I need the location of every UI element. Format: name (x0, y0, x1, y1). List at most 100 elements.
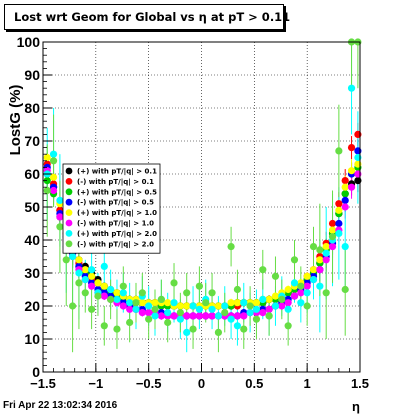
y-tick-label: 50 (24, 199, 40, 215)
y-tick-label: 40 (24, 232, 40, 248)
data-point (233, 299, 242, 307)
data-point (49, 150, 58, 158)
legend-marker (65, 178, 73, 185)
data-point (240, 299, 248, 307)
data-point (170, 312, 178, 320)
data-point (151, 312, 159, 320)
x-tick-label: 1.5 (351, 376, 369, 391)
data-point (240, 312, 248, 320)
data-point (62, 256, 70, 264)
data-point (145, 315, 153, 323)
data-point (341, 190, 349, 198)
chart-title: Lost wrt Geom for Global vs η at pT > 0.… (14, 10, 291, 24)
data-point (259, 295, 267, 303)
data-point (316, 266, 324, 274)
data-point (100, 282, 108, 290)
data-point (246, 309, 254, 317)
data-point (183, 289, 191, 297)
data-point (176, 302, 184, 310)
data-point (328, 233, 337, 241)
data-point (316, 246, 324, 254)
data-point (126, 299, 134, 307)
data-point (170, 299, 178, 307)
data-point (265, 305, 273, 313)
data-point (88, 282, 96, 290)
data-point (335, 200, 343, 208)
data-point (303, 282, 311, 290)
data-point (208, 312, 216, 320)
data-point (189, 312, 197, 320)
data-point (278, 302, 286, 310)
data-point (75, 279, 83, 287)
tick-labels: −1.5 −1 −0.5 0 0.5 1 1.5 0 10 20 30 40 50 60 70 80 90 100 (17, 34, 369, 391)
legend-marker (65, 198, 73, 206)
data-point (328, 219, 337, 228)
x-tick-label: −1 (88, 376, 103, 391)
data-point (233, 312, 242, 320)
data-point (341, 203, 349, 211)
data-point (132, 305, 140, 313)
data-point (100, 262, 108, 270)
data-point (335, 147, 343, 155)
y-tick-label: 10 (24, 331, 40, 347)
data-point (56, 223, 64, 231)
data-point (49, 186, 58, 195)
data-point (170, 279, 178, 287)
legend-label: (-) with pT/|q| > 0.5 (77, 199, 154, 208)
data-point (252, 299, 261, 307)
data-point (278, 295, 286, 303)
data-point (335, 219, 343, 228)
data-point (164, 299, 172, 307)
data-point (68, 302, 77, 310)
legend-marker (65, 240, 73, 248)
data-point (347, 144, 356, 152)
data-point (138, 289, 146, 297)
data-point (49, 173, 58, 181)
data-point (335, 229, 343, 237)
data-point (221, 309, 229, 317)
data-point (138, 309, 146, 317)
data-point (284, 322, 292, 330)
data-points (43, 38, 362, 336)
data-point (183, 328, 191, 336)
data-point (145, 309, 153, 317)
data-point (246, 302, 254, 310)
data-point (126, 305, 134, 313)
legend-label: (+) with pT/|q| > 0.5 (77, 188, 157, 197)
data-point (227, 299, 235, 307)
data-point (328, 243, 337, 251)
legend-label: (+) with pT/|q| > 0.1 (77, 168, 157, 177)
data-point (284, 305, 292, 313)
data-point (43, 177, 51, 185)
x-axis-label: η (352, 399, 360, 414)
data-point (113, 295, 121, 303)
data-point (56, 196, 64, 204)
data-point (138, 299, 146, 307)
data-point (56, 213, 64, 221)
timestamp-footer: Fri Apr 22 13:02:34 2016 (3, 400, 118, 411)
data-point (341, 183, 349, 191)
data-point (233, 285, 242, 294)
data-point (113, 289, 121, 297)
data-point (303, 272, 311, 280)
data-point (126, 318, 134, 327)
y-tick-label: 0 (32, 364, 40, 380)
data-point (284, 285, 292, 294)
data-point (100, 322, 108, 330)
data-point (227, 243, 235, 251)
data-point (100, 292, 108, 300)
data-point (202, 299, 210, 307)
data-point (183, 312, 191, 320)
data-point (88, 266, 96, 274)
data-point (151, 305, 159, 313)
legend: (+) with pT/|q| > 0.1 (-) with pT/|q| > 0… (62, 163, 161, 254)
x-tick-label: −0.5 (136, 376, 162, 391)
data-point (164, 309, 172, 317)
y-tick-label: 100 (17, 34, 41, 50)
data-point (309, 276, 318, 284)
legend-label: (-) with pT/|q| > 1.0 (77, 220, 154, 229)
x-tick-label: 0 (198, 376, 205, 391)
data-point (341, 285, 349, 294)
data-point (271, 272, 280, 280)
